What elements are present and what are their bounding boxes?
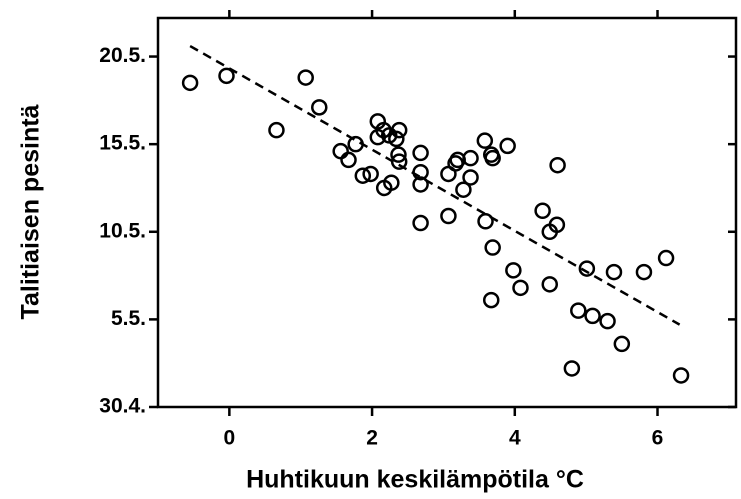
data-point [412, 214, 429, 232]
data-point [440, 207, 457, 225]
data-point [613, 335, 631, 353]
data-point [354, 167, 372, 184]
data-point [218, 67, 235, 85]
data-point [388, 130, 405, 148]
x-tick-label: 2 [366, 427, 378, 450]
trend-line [189, 44, 681, 326]
data-point [541, 276, 559, 293]
data-point [332, 142, 349, 160]
y-axis-label: Talitiaisen pesintä [17, 104, 45, 319]
data-point [512, 279, 529, 297]
data-point [584, 307, 601, 325]
y-tick-label: 15.5. [99, 132, 146, 155]
data-point [548, 216, 566, 234]
data-point [605, 263, 623, 281]
data-point [455, 181, 472, 198]
data-point [499, 137, 516, 155]
data-point [412, 176, 429, 193]
data-point [549, 156, 566, 174]
data-point [570, 302, 587, 319]
data-point [462, 149, 479, 167]
data-point [383, 174, 400, 191]
y-tick-label: 5.5. [111, 307, 146, 330]
x-tick-label: 6 [652, 427, 664, 450]
y-tick-label: 20.5. [99, 44, 146, 67]
data-point [311, 99, 328, 116]
data-point [412, 144, 429, 162]
data-point [268, 121, 285, 139]
data-point [534, 202, 551, 219]
data-point [476, 132, 494, 149]
data-point [484, 239, 501, 256]
plot-frame [156, 16, 738, 409]
data-point [297, 69, 314, 86]
data-point [347, 135, 364, 153]
data-point [362, 165, 379, 183]
data-point [462, 169, 479, 186]
data-point [482, 291, 500, 309]
data-point [657, 249, 675, 267]
data-point [563, 360, 581, 377]
data-point [412, 163, 429, 181]
data-point [484, 149, 501, 167]
data-point [181, 74, 199, 92]
x-tick-label: 0 [224, 427, 236, 450]
data-point [390, 146, 407, 163]
data-point [505, 262, 522, 279]
y-tick-label: 30.4. [99, 395, 146, 418]
data-point [635, 263, 653, 281]
x-tick-label: 4 [509, 427, 521, 450]
data-point [390, 121, 408, 139]
x-axis-label: Huhtikuun keskilämpötila °C [246, 466, 584, 494]
data-point [578, 260, 596, 277]
data-point [390, 153, 408, 170]
data-point [599, 312, 616, 330]
data-point [477, 213, 494, 230]
y-tick-label: 10.5. [99, 219, 146, 242]
data-point [340, 151, 357, 169]
data-point [672, 367, 690, 384]
